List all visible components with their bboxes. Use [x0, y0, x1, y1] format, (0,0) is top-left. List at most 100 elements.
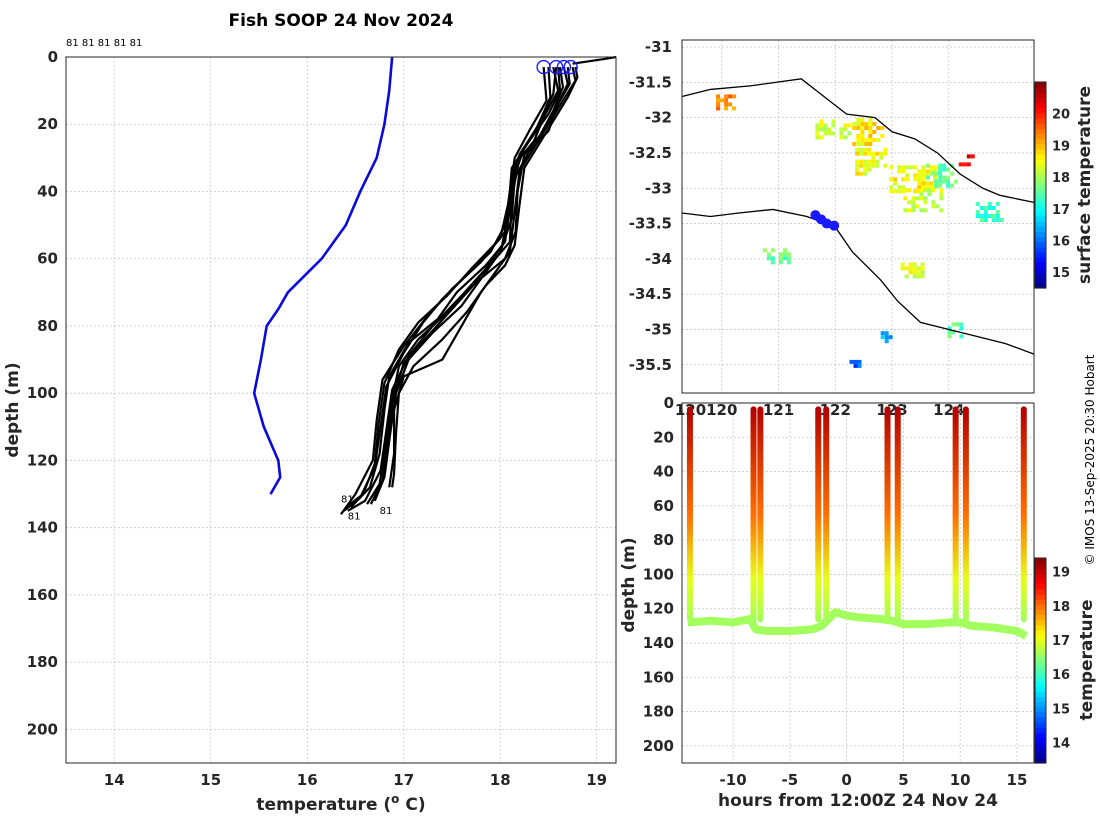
colorbar-segment — [1035, 257, 1046, 263]
map-colorbar: 15 16 17 18 19 20 — [1034, 81, 1070, 289]
sst-pixel — [897, 185, 902, 190]
colorbar-tick-label: 14 — [1052, 737, 1070, 752]
sst-pixel — [831, 131, 836, 136]
sst-pixel — [995, 218, 1000, 222]
sst-pixel — [855, 167, 860, 172]
sst-pixel — [983, 206, 988, 210]
sst-pixel — [819, 127, 824, 132]
section-y-tick-label: 40 — [653, 463, 674, 481]
sst-pixel — [724, 98, 729, 103]
colorbar-segment — [1035, 732, 1046, 738]
section-axes-frame — [681, 402, 1035, 764]
sst-pixel — [728, 102, 733, 107]
sst-pixel — [843, 127, 848, 132]
sst-pixel — [979, 218, 984, 222]
map-lat-label: -32 — [645, 109, 672, 127]
sst-pixel — [857, 359, 862, 364]
colorbar-segment — [1035, 727, 1046, 733]
sst-pixel — [893, 181, 898, 186]
section-y-tick-label: 100 — [643, 565, 674, 583]
surface-marker — [556, 59, 572, 75]
colorbar-segment — [1035, 282, 1046, 289]
sst-pixel — [843, 135, 848, 140]
colorbar-segment — [1035, 670, 1046, 677]
sst-pixel — [875, 151, 880, 156]
section-x-tick-label: 5 — [898, 771, 908, 789]
colorbar-segment — [1035, 87, 1046, 93]
sst-pixel — [860, 122, 865, 126]
map-axes-frame — [681, 39, 1035, 394]
sst-pixel — [920, 266, 925, 271]
sst-pixel — [823, 131, 828, 136]
sst-pixel — [883, 151, 888, 156]
x-tick-label: 18 — [490, 771, 511, 789]
colorbar-segment — [1035, 563, 1046, 569]
sst-pixel — [732, 106, 737, 111]
sst-pixel — [831, 123, 836, 128]
colorbar-segment — [1035, 267, 1046, 274]
sst-pixel — [926, 175, 931, 180]
sst-pixel — [860, 134, 865, 138]
sst-pixel — [872, 138, 877, 142]
section-x-tick-label: 15 — [1007, 771, 1028, 789]
sst-pixel — [853, 363, 858, 368]
sst-pixel — [856, 118, 861, 122]
colorbar-tick-label: 16 — [1052, 668, 1070, 683]
sst-pixel — [904, 266, 909, 271]
colorbar-segment — [1035, 179, 1046, 186]
sst-pixel — [856, 134, 861, 138]
sst-pixel — [946, 183, 951, 188]
sst-pixel — [939, 208, 944, 213]
sst-pixel — [879, 155, 884, 160]
colorbar-segment — [1035, 128, 1046, 135]
sst-pixel — [921, 169, 926, 174]
y-tick-label: 60 — [37, 250, 58, 268]
colorbar-segment — [1035, 686, 1046, 692]
profile-cast — [1020, 406, 1027, 623]
sst-pixel — [716, 106, 721, 111]
map-lon-label: 120 — [706, 401, 737, 419]
sst-pixel — [863, 171, 868, 176]
sst-pixel — [889, 189, 894, 194]
sst-pixel — [868, 142, 873, 146]
section-x-tick-label: -5 — [782, 771, 799, 789]
sst-pixel — [942, 163, 947, 168]
sst-pixel — [867, 147, 872, 152]
sst-pixel — [815, 135, 820, 140]
sst-pixel — [859, 171, 864, 176]
sst-pixel — [987, 214, 992, 218]
sst-pixel — [868, 138, 873, 142]
sst-pixel — [991, 206, 996, 210]
sst-pixel — [995, 210, 1000, 214]
sst-pixel — [766, 256, 771, 261]
profile-y-axis-label: depth (m) — [3, 362, 23, 457]
sst-pixel — [923, 196, 928, 201]
section-y-ticks: 0 20 40 60 80 100 120 140 160 180 200 — [643, 394, 674, 755]
colorbar-segment — [1035, 655, 1046, 662]
sst-pixel — [917, 169, 922, 174]
sst-pixel — [770, 248, 775, 253]
colorbar-tick-label: 20 — [1052, 108, 1070, 123]
sst-pixel — [923, 208, 928, 213]
sst-pixel — [950, 183, 955, 188]
sst-pixel — [930, 171, 935, 176]
colorbar-frame — [1034, 557, 1047, 764]
sst-pixel — [925, 173, 930, 178]
colorbar-segment — [1035, 138, 1046, 145]
sst-pixel — [983, 210, 988, 214]
sst-pixel — [987, 206, 992, 210]
section-y-tick-label: 200 — [643, 737, 674, 755]
map-lat-label: -33.5 — [629, 215, 672, 233]
colorbar-segment — [1035, 737, 1046, 744]
sst-pixel — [942, 175, 947, 180]
map-lat-label: -32.5 — [629, 144, 672, 162]
sst-pixel — [913, 173, 918, 178]
sst-pixel — [919, 208, 924, 213]
sst-pixel — [920, 274, 925, 279]
sst-pixel — [935, 204, 940, 209]
colorbar-segment — [1035, 226, 1046, 232]
shelf-contour — [681, 208, 1035, 355]
colorbar-segment — [1035, 92, 1046, 99]
colorbar-segment — [1035, 588, 1046, 595]
sst-pixel — [860, 126, 865, 130]
